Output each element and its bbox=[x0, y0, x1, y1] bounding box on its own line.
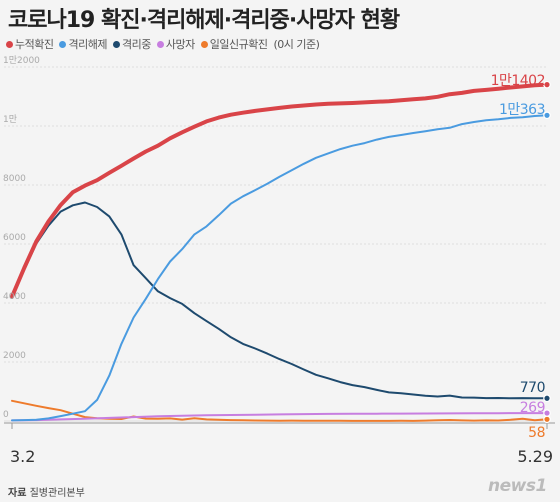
x-tick-label: 3.2 bbox=[10, 447, 35, 466]
legend-dot-released bbox=[59, 40, 67, 48]
legend-label-isolated: 격리중 bbox=[121, 38, 151, 51]
end-point-deaths bbox=[543, 409, 551, 417]
series-layer bbox=[10, 80, 551, 424]
y-tick-label: 2000 bbox=[3, 351, 26, 361]
legend-item-confirmed: 누적확진 bbox=[6, 36, 54, 52]
legend: 누적확진 격리해제 격리중 사망자 일일신규확진 (0시 기준) bbox=[6, 36, 320, 52]
news1-logo: news1 bbox=[488, 476, 547, 496]
chart-title: 코로나19 확진·격리해제·격리중·사망자 현황 bbox=[8, 8, 400, 33]
y-tick-label: 6000 bbox=[3, 233, 26, 243]
y-tick-label: 4000 bbox=[3, 292, 26, 302]
end-label-deaths: 269 bbox=[520, 400, 545, 416]
legend-item-deaths: 사망자 bbox=[156, 36, 195, 52]
end-label-confirmed: 1만1402 bbox=[491, 73, 545, 89]
source-credit: 자료 질병관리본부 bbox=[8, 484, 85, 499]
y-tick-label: 8000 bbox=[3, 174, 26, 184]
end-point-confirmed bbox=[543, 80, 551, 89]
legend-label-deaths: 사망자 bbox=[165, 38, 195, 51]
y-tick-label: 0 bbox=[3, 410, 9, 420]
label-layer: 1만2000 1만 8000 6000 4000 2000 0 3.2 5.29 1만1402 1만… bbox=[3, 55, 553, 466]
source-prefix: 자료 bbox=[8, 488, 27, 499]
series-line-isolated bbox=[11, 201, 548, 400]
legend-item-isolated: 격리중 bbox=[112, 36, 151, 52]
x-tick-label: 5.29 bbox=[517, 447, 553, 466]
legend-dot-deaths bbox=[156, 40, 164, 48]
legend-label-released: 격리해제 bbox=[68, 38, 107, 51]
series-line-released bbox=[11, 114, 548, 422]
end-point-daily-new bbox=[543, 415, 551, 424]
legend-note: (0시 기준) bbox=[273, 38, 320, 51]
end-label-isolated: 770 bbox=[520, 380, 545, 396]
legend-item-daily-new: 일일신규확진 bbox=[200, 36, 268, 52]
legend-dot-daily-new bbox=[200, 40, 208, 48]
series-line-confirmed bbox=[10, 82, 549, 299]
end-label-released: 1만363 bbox=[499, 102, 545, 118]
end-point-released bbox=[543, 111, 551, 120]
y-tick-label: 1만2000 bbox=[3, 55, 40, 66]
source-text: 질병관리본부 bbox=[29, 488, 85, 499]
end-label-daily-new: 58 bbox=[528, 425, 545, 441]
series-line-deaths bbox=[11, 412, 548, 422]
end-point-isolated bbox=[543, 394, 551, 403]
legend-label-daily-new: 일일신규확진 bbox=[209, 38, 268, 51]
legend-label-confirmed: 누적확진 bbox=[15, 38, 54, 51]
y-tick-label: 1만 bbox=[3, 114, 17, 125]
legend-item-released: 격리해제 bbox=[59, 36, 107, 52]
legend-dot-isolated bbox=[112, 40, 120, 48]
legend-dot-confirmed bbox=[6, 40, 13, 48]
